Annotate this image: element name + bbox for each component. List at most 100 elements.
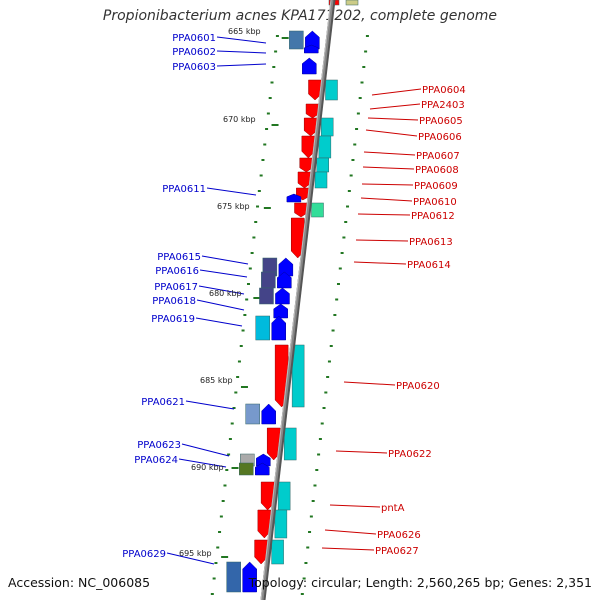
cds-feature (316, 157, 329, 173)
leader-line (178, 458, 227, 468)
tick-dot (245, 298, 249, 301)
tick-dot (265, 128, 269, 130)
backbone-line (260, 0, 334, 600)
cds-feature (314, 171, 328, 189)
tick-dot (236, 376, 240, 378)
gene-label-ppa0601: PPA0601 (172, 33, 216, 44)
scale-labels: 665 kbp 670 kbp 675 kbp 680 kbp 685 kbp 690 k… (179, 27, 261, 558)
tick-dot (362, 66, 366, 68)
leader-line (196, 299, 245, 311)
gene-label-ppa0612: PPA0612 (411, 211, 455, 222)
tick-dot (232, 407, 236, 409)
tick-dot (228, 438, 232, 440)
gene-label-ppa0627: PPA0627 (375, 546, 419, 557)
tick-dot (272, 66, 276, 68)
gene-label-ppa0629: PPA0629 (122, 549, 166, 560)
tick-dot (300, 593, 304, 595)
tick-dot (252, 236, 256, 239)
gene-label-ppa0610: PPA0610 (413, 197, 457, 208)
gene-label-ppa0614: PPA0614 (407, 260, 451, 271)
gene-label-ppa0617: PPA0617 (154, 282, 198, 293)
leader-line (369, 103, 421, 110)
tick-dot (250, 252, 254, 254)
gene-label-ppa0605: PPA0605 (419, 116, 463, 127)
scale-label: 665 kbp (228, 27, 261, 36)
leader-line (365, 129, 418, 137)
gene-label-ppa0604: PPA0604 (422, 85, 466, 96)
tick-dot (324, 391, 328, 394)
gene-label-ppa0615: PPA0615 (157, 252, 201, 263)
forward-gene-feature (257, 509, 272, 539)
reverse-gene-feature (277, 271, 292, 289)
reverse-gene-feature (255, 462, 270, 476)
reverse-gene-feature (255, 315, 270, 341)
tick-dot (256, 205, 260, 208)
tick-dot (322, 407, 326, 409)
tick-dot (342, 236, 346, 239)
tick-dot (221, 500, 225, 502)
tick-dot (304, 562, 308, 564)
tick-dot (227, 453, 231, 456)
leader-line (321, 547, 375, 551)
gene-label-ppa0613: PPA0613 (409, 237, 453, 248)
tick-dot (257, 190, 261, 192)
forward-gene-feature (254, 539, 268, 565)
forward-gene-feature (297, 171, 312, 189)
scale-tick (263, 207, 271, 209)
leader-line (185, 400, 235, 410)
reverse-gene-feature (259, 287, 274, 305)
leader-line (367, 117, 419, 121)
scale-label: 675 kbp (217, 202, 250, 211)
tick-dot (329, 345, 333, 347)
cds-feature (318, 135, 332, 159)
scale-label: 680 kbp (209, 289, 242, 298)
tick-dot (243, 314, 247, 316)
cds-feature (283, 427, 297, 461)
scale-tick (253, 297, 261, 299)
tick-dot (234, 391, 238, 394)
leader-line (363, 151, 416, 156)
tick-dot (318, 438, 322, 440)
gene-label-ppa0616: PPA0616 (155, 266, 199, 277)
gene-label-ppa0611: PPA0611 (162, 184, 206, 195)
reverse-gene-feature (275, 287, 290, 305)
gene-label-ppa0606: PPA0606 (418, 132, 462, 143)
gene-label-ppa0609: PPA0609 (414, 181, 458, 192)
cds-feature (277, 481, 291, 511)
leader-line (199, 269, 248, 278)
tick-dot (306, 546, 310, 549)
leader-line (216, 63, 267, 67)
tick-dot (313, 484, 317, 487)
cds-feature (291, 344, 305, 408)
tick-dots (210, 35, 369, 595)
gene-label-ppa0622: PPA0622 (388, 449, 432, 460)
label-leaders (166, 36, 422, 565)
reverse-gene-feature (242, 561, 257, 593)
scale-tick (281, 37, 289, 39)
tick-dot (311, 500, 315, 502)
leader-line (360, 197, 413, 202)
gene-label-ppa0618: PPA0618 (152, 296, 196, 307)
tick-dot (326, 376, 330, 378)
leader-line (353, 261, 407, 265)
forward-gene-feature (299, 157, 313, 173)
leader-line (181, 443, 230, 457)
tick-dot (248, 267, 252, 270)
tick-dot (246, 283, 250, 285)
leader-line (361, 183, 414, 186)
leader-line (216, 36, 267, 44)
tick-dot (263, 143, 267, 146)
scale-tick (231, 467, 239, 469)
leader-line (201, 255, 249, 265)
tick-dot (230, 422, 234, 425)
tick-dot (320, 422, 324, 425)
tick-dot (274, 50, 278, 53)
tick-dot (353, 143, 357, 146)
leader-line (166, 552, 215, 565)
forward-gene-feature (305, 103, 320, 119)
leader-line (335, 450, 388, 454)
tick-dot (309, 515, 313, 518)
scale-tick (221, 556, 229, 558)
gene-labels: PPA0601 PPA0602 PPA0603 PPA0611 PPA0615 PPA06… (122, 33, 465, 560)
tick-dot (356, 112, 360, 115)
